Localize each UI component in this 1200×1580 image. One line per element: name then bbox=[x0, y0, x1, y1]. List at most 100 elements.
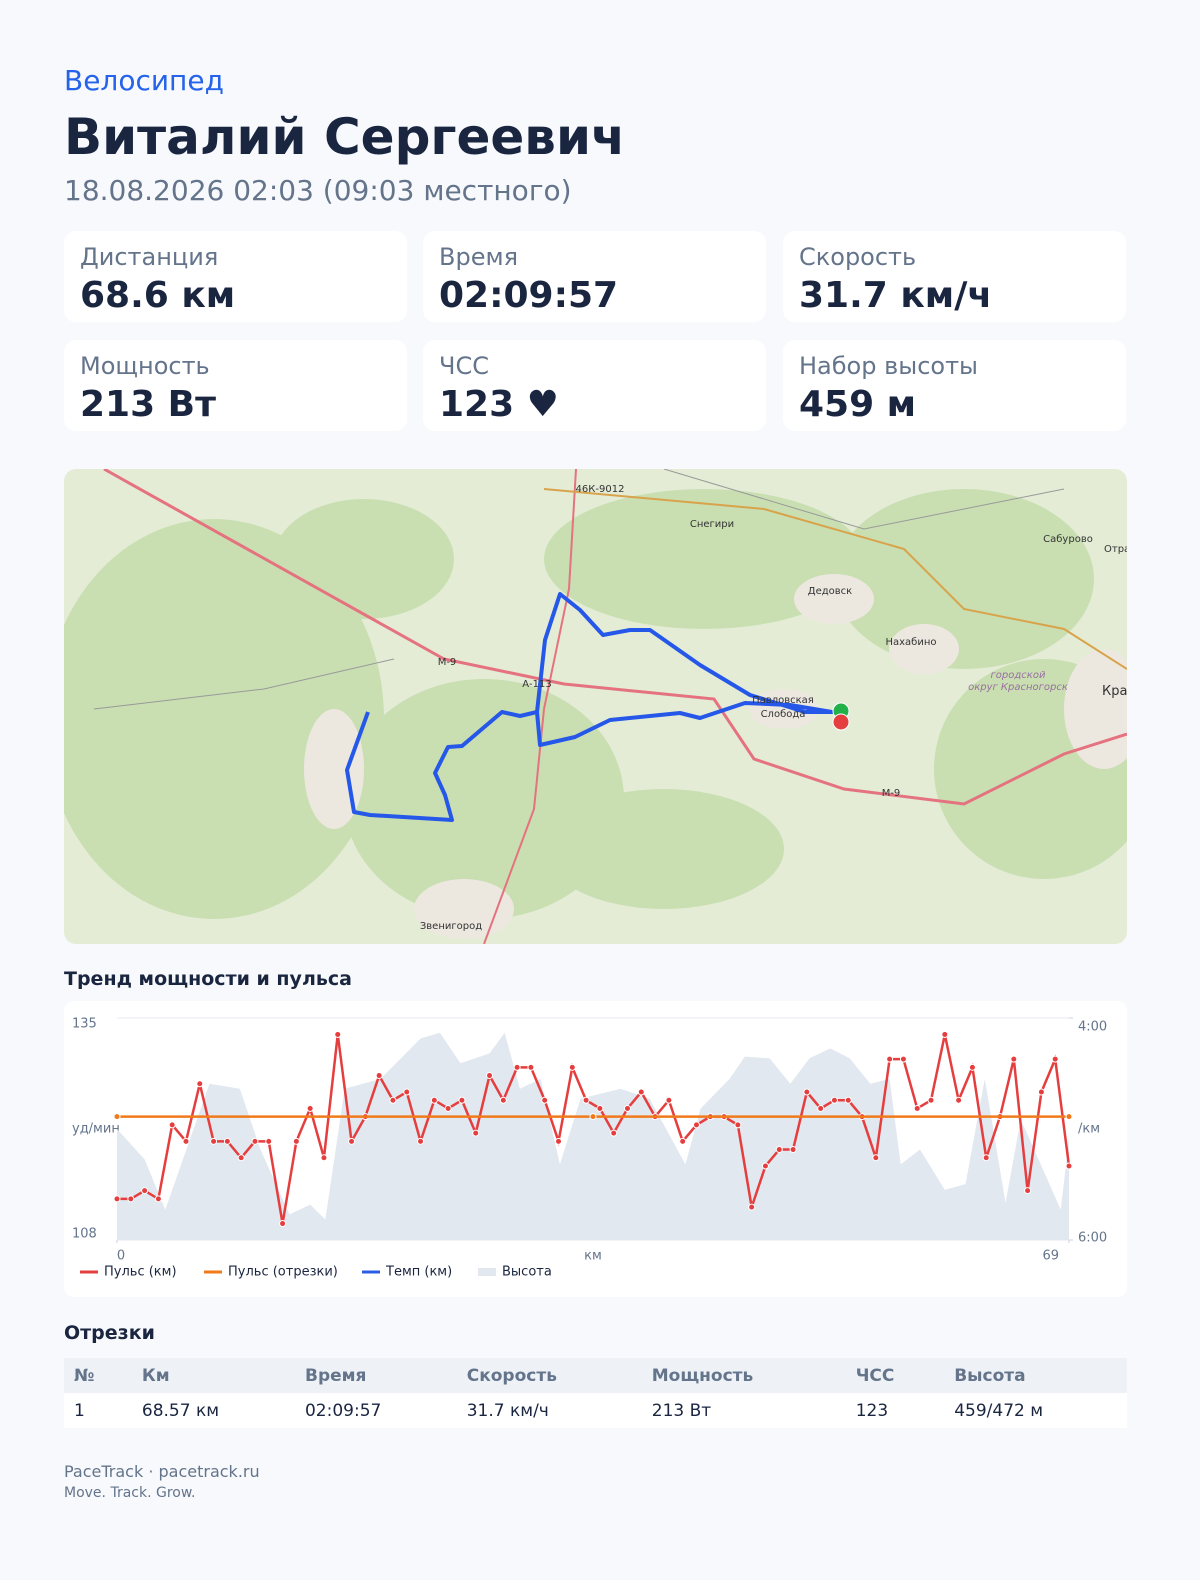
x-tick-label: 0 bbox=[117, 1249, 125, 1264]
point bbox=[637, 1088, 645, 1096]
cell: 459/472 м bbox=[944, 1393, 1127, 1428]
splits-table: № Км Время Скорость Мощность ЧСС Высота 1 68.57… bbox=[64, 1358, 1127, 1428]
point bbox=[499, 1096, 507, 1104]
point bbox=[141, 1187, 149, 1195]
point bbox=[982, 1154, 990, 1162]
point bbox=[375, 1072, 383, 1080]
stat-card: ЧСС 123 ♥ bbox=[423, 340, 766, 431]
stat-value: 459 м bbox=[799, 384, 917, 425]
header-cell: ЧСС bbox=[845, 1358, 945, 1393]
point bbox=[775, 1146, 783, 1154]
point bbox=[913, 1104, 921, 1112]
stat-label: Время bbox=[439, 243, 519, 271]
point bbox=[1065, 1162, 1073, 1170]
header-cell: Высота bbox=[944, 1358, 1127, 1393]
map-label: М-9 bbox=[438, 657, 457, 668]
point bbox=[472, 1129, 480, 1137]
point bbox=[1024, 1187, 1032, 1195]
point bbox=[279, 1220, 287, 1228]
y-tick-label: 135 bbox=[72, 1017, 97, 1032]
point bbox=[210, 1137, 218, 1145]
point bbox=[430, 1096, 438, 1104]
point bbox=[582, 1096, 590, 1104]
route bbox=[345, 710, 538, 822]
point bbox=[589, 1113, 597, 1121]
header-cell: Км bbox=[131, 1358, 295, 1393]
date: 18.08.2026 02:03 (09:03 местного) bbox=[64, 174, 572, 207]
point bbox=[444, 1104, 452, 1112]
stat-card: Время 02:09:57 bbox=[423, 231, 766, 322]
map-label: Сабурово bbox=[1043, 534, 1093, 545]
y2-tick-label: 4:00 bbox=[1078, 1020, 1107, 1035]
stat-value: 123 ♥ bbox=[439, 384, 559, 425]
point bbox=[941, 1030, 949, 1038]
map-label: округ Красногорск bbox=[968, 682, 1068, 693]
cell: 68.57 км bbox=[131, 1393, 295, 1428]
point bbox=[237, 1154, 245, 1162]
y2-tick-label: 6:00 bbox=[1078, 1231, 1107, 1246]
footer-brand: PaceTrack · pacetrack.ru bbox=[64, 1462, 260, 1481]
point bbox=[223, 1137, 231, 1145]
point bbox=[761, 1162, 769, 1170]
point bbox=[292, 1137, 300, 1145]
map-label: Отрадно bbox=[1104, 544, 1127, 555]
point bbox=[513, 1063, 521, 1071]
point bbox=[692, 1121, 700, 1129]
legend-label: Пульс (отрезки) bbox=[228, 1265, 338, 1280]
point bbox=[555, 1137, 563, 1145]
map-label: Красног bbox=[1102, 684, 1127, 699]
point bbox=[789, 1146, 797, 1154]
point bbox=[872, 1154, 880, 1162]
point bbox=[734, 1121, 742, 1129]
point bbox=[968, 1063, 976, 1071]
stat-label: ЧСС bbox=[439, 352, 489, 380]
route-map[interactable]: 46К-9012 Снегири Сабурово Отрадно Дедовс… bbox=[64, 469, 1127, 944]
stat-card: Мощность 213 Вт bbox=[64, 340, 407, 431]
point bbox=[113, 1113, 121, 1121]
sport: Велосипед bbox=[64, 64, 224, 97]
point bbox=[927, 1096, 935, 1104]
stat-value: 68.6 км bbox=[80, 275, 236, 316]
point bbox=[527, 1063, 535, 1071]
point bbox=[610, 1129, 618, 1137]
legend-label: Темп (км) bbox=[385, 1265, 452, 1280]
point bbox=[334, 1030, 342, 1038]
stat-value: 02:09:57 bbox=[439, 275, 619, 316]
stat-card: Набор высоты 459 м bbox=[783, 340, 1126, 431]
map-label: А-113 bbox=[522, 679, 552, 690]
point bbox=[154, 1195, 162, 1203]
point bbox=[1051, 1055, 1059, 1063]
header-cell: № bbox=[64, 1358, 132, 1393]
point bbox=[196, 1080, 204, 1088]
cell: 213 Вт bbox=[641, 1393, 846, 1428]
elevation-area bbox=[117, 1032, 1069, 1240]
legend-label: Высота bbox=[502, 1265, 552, 1280]
stat-value: 213 Вт bbox=[80, 384, 216, 425]
legend-swatch bbox=[478, 1268, 496, 1276]
point bbox=[541, 1096, 549, 1104]
point bbox=[113, 1195, 121, 1203]
cell: 02:09:57 bbox=[294, 1393, 457, 1428]
map-label: 46К-9012 bbox=[576, 484, 625, 495]
point bbox=[844, 1096, 852, 1104]
point bbox=[955, 1096, 963, 1104]
point bbox=[568, 1063, 576, 1071]
header-row: № Км Время Скорость Мощность ЧСС Высота bbox=[64, 1358, 1127, 1393]
footer-tagline: Move. Track. Grow. bbox=[64, 1485, 196, 1501]
x-axis-label: км bbox=[584, 1249, 602, 1264]
point bbox=[265, 1137, 273, 1145]
route bbox=[535, 592, 840, 747]
point bbox=[623, 1104, 631, 1112]
stat-label: Дистанция bbox=[80, 243, 219, 271]
point bbox=[182, 1137, 190, 1145]
point bbox=[306, 1104, 314, 1112]
legend-label: Пульс (км) bbox=[104, 1265, 177, 1280]
header-cell: Мощность bbox=[641, 1358, 846, 1393]
point bbox=[803, 1088, 811, 1096]
stat-value: 31.7 км/ч bbox=[799, 275, 993, 316]
stat-card: Дистанция 68.6 км bbox=[64, 231, 407, 322]
roads bbox=[93, 469, 1127, 944]
y-axis-label: уд/мин bbox=[72, 1122, 120, 1137]
table-title: Отрезки bbox=[64, 1322, 155, 1344]
map-label: Снегири bbox=[690, 519, 734, 530]
